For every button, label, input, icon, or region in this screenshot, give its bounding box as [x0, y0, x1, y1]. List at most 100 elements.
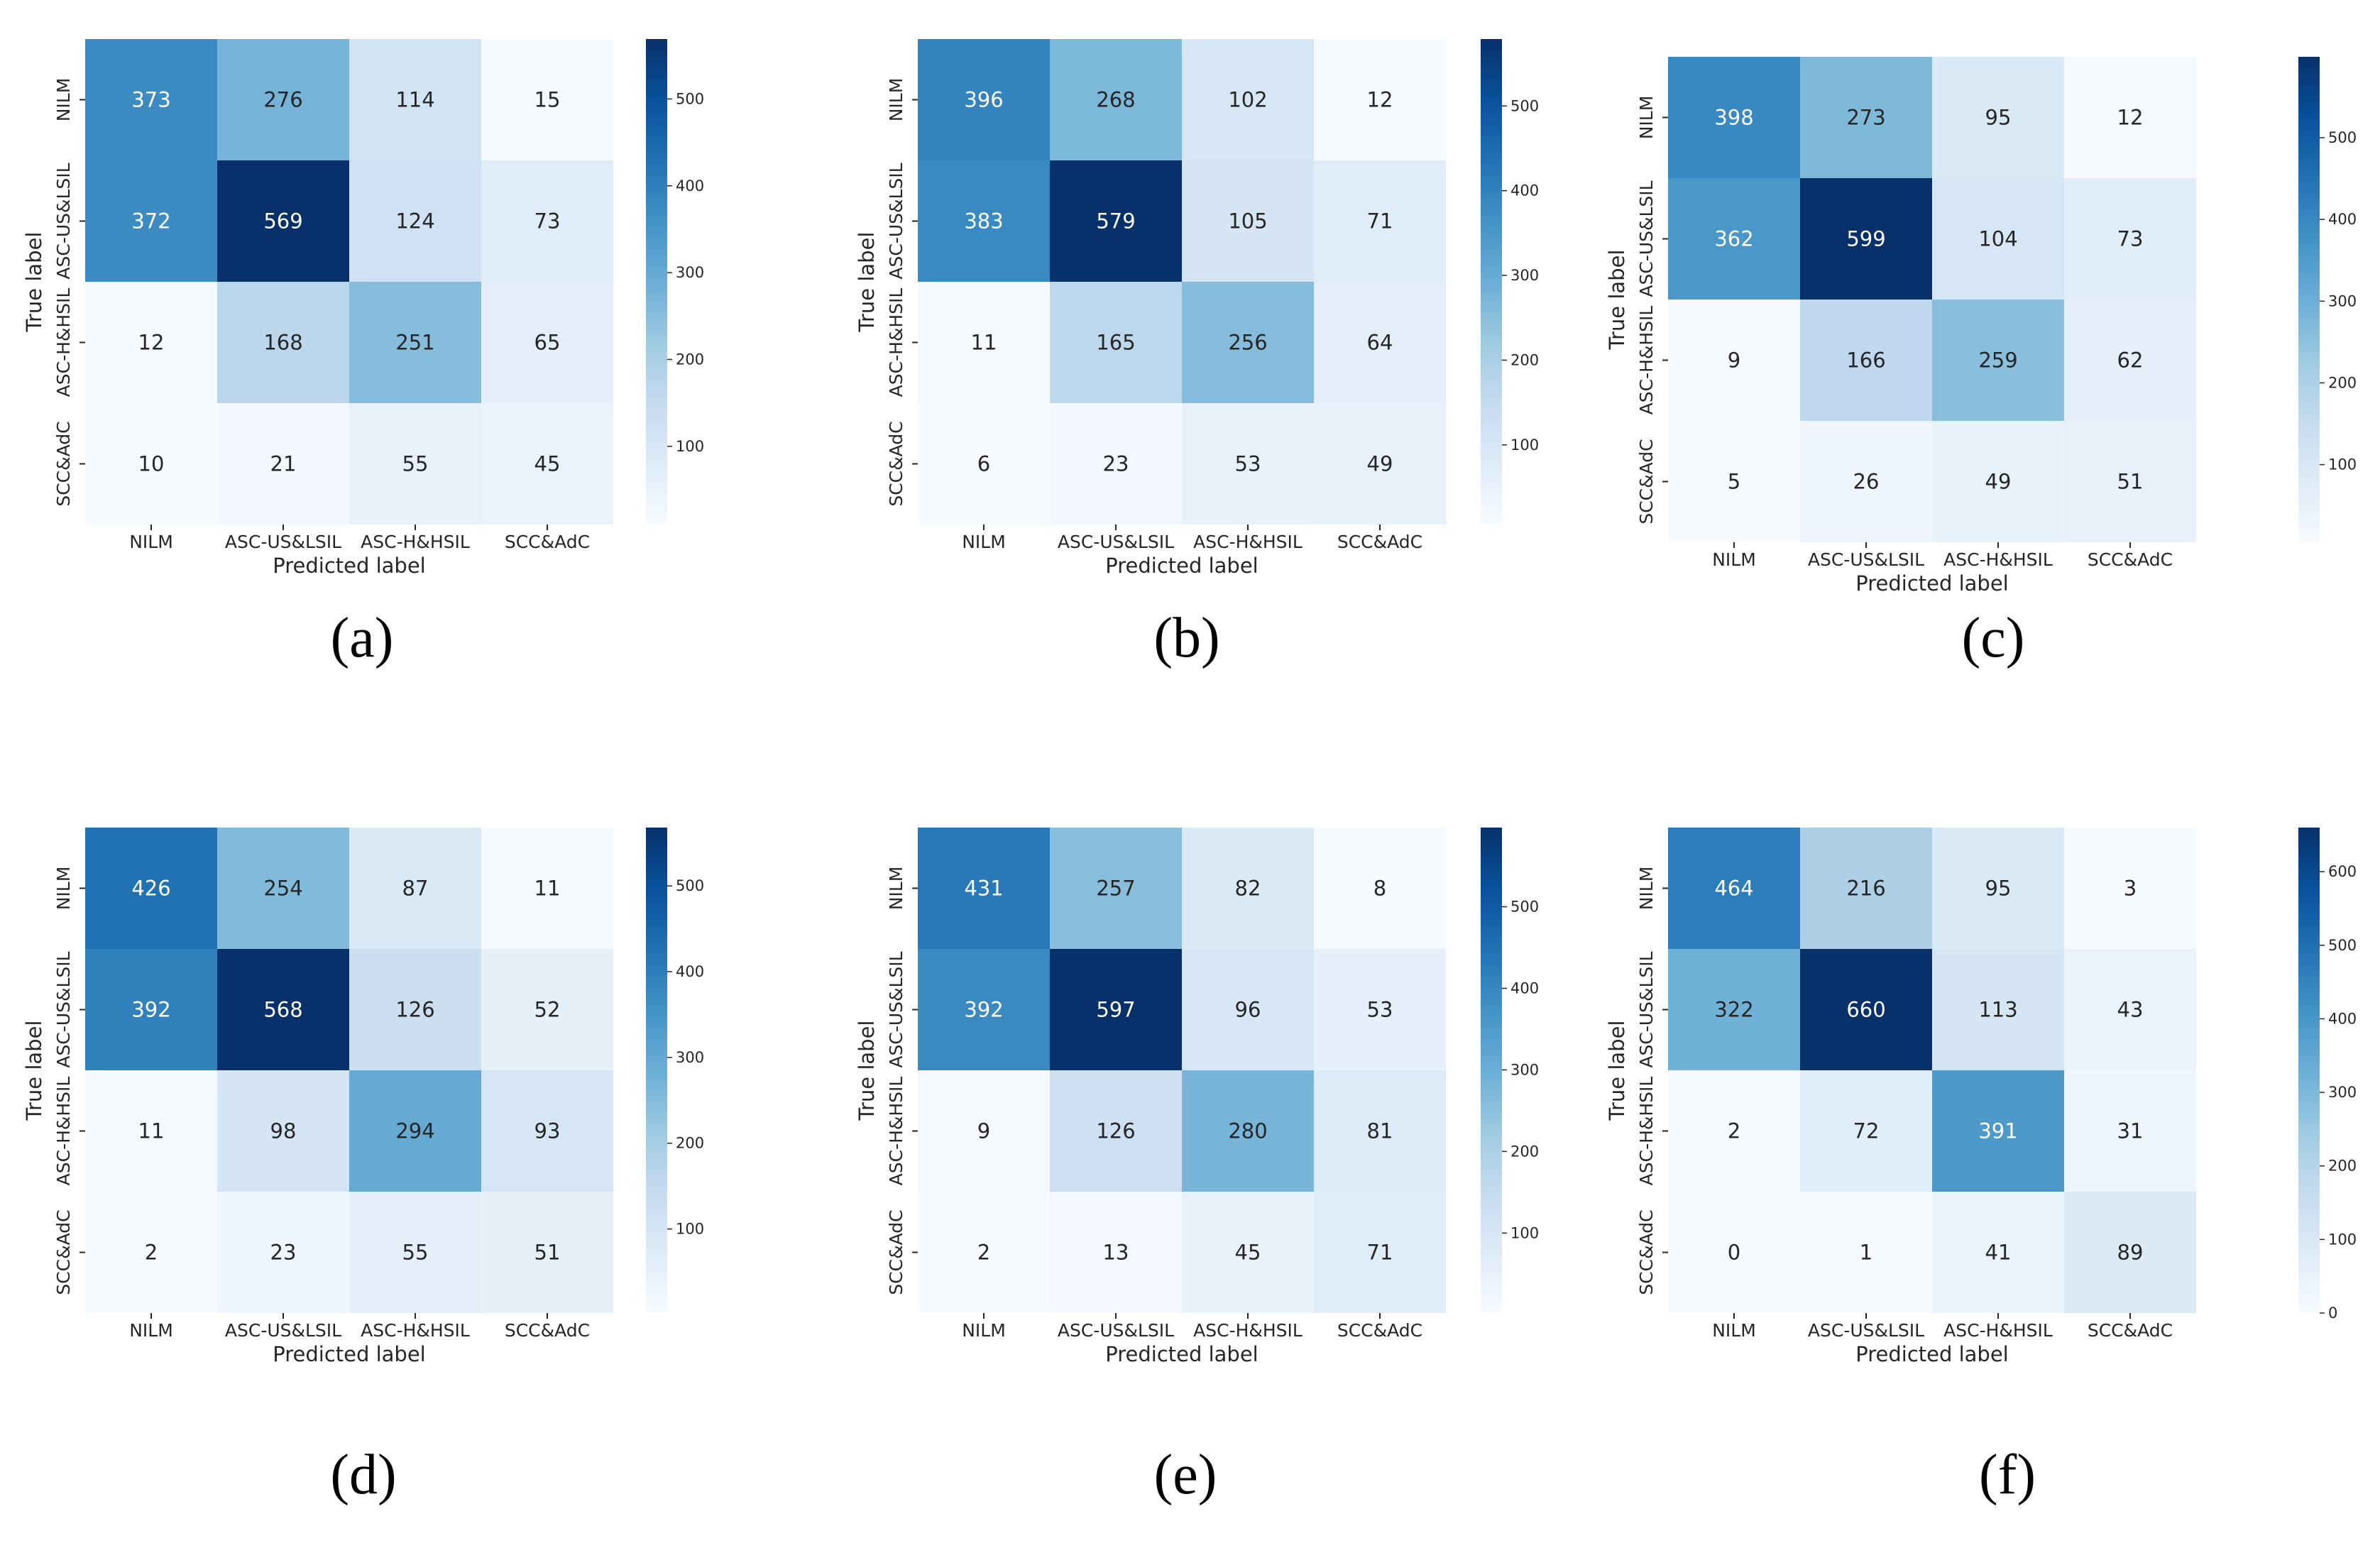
- y-tick-label: ASC-US&LSIL: [53, 163, 74, 279]
- cell-value-label: 71: [1367, 209, 1393, 234]
- confusion-matrix-panel: 426 254 87 11 392 568 126 52 11 98 294 93 2 23 55 51 NIL…: [22, 828, 704, 1506]
- colorbar-tick-label: 200: [2328, 374, 2357, 391]
- cell-value-label: 11: [971, 331, 997, 355]
- cell-value-label: 9: [977, 1119, 990, 1143]
- cell-value-label: 426: [131, 877, 170, 901]
- cell-value-label: 464: [1714, 877, 1753, 901]
- cell-value-label: 82: [1235, 877, 1261, 901]
- heatmap-cell: [481, 1192, 613, 1313]
- heatmap-cell: [85, 828, 217, 949]
- cell-value-label: 5: [1728, 470, 1740, 494]
- heatmap-cell: [918, 1192, 1050, 1313]
- y-axis-label: True label: [22, 232, 46, 333]
- heatmap-cell: [2064, 300, 2196, 421]
- heatmap-cell: [2064, 57, 2196, 178]
- cell-value-label: 9: [1728, 348, 1740, 373]
- colorbar-tick-label: 200: [1510, 351, 1539, 368]
- heatmap-cell: [349, 160, 481, 282]
- cell-value-label: 43: [2117, 998, 2144, 1022]
- cell-value-label: 11: [138, 1119, 165, 1143]
- y-tick-label: NILM: [1636, 867, 1657, 911]
- heatmap-cell: [1800, 421, 1932, 542]
- colorbar: [646, 39, 667, 525]
- heatmap-cell: [217, 949, 349, 1070]
- y-tick-label: SCC&AdC: [886, 421, 906, 506]
- x-axis-label: Predicted label: [273, 1342, 426, 1366]
- cell-value-label: 98: [270, 1119, 297, 1143]
- heatmap-cell: [85, 39, 217, 160]
- cell-value-label: 52: [534, 998, 561, 1022]
- y-tick-label: ASC-H&HSIL: [886, 288, 906, 397]
- x-axis-label: Predicted label: [1855, 1342, 2009, 1366]
- y-tick-label: ASC-H&HSIL: [53, 288, 74, 397]
- heatmap-cell: [1314, 949, 1446, 1070]
- cell-value-label: 280: [1228, 1119, 1267, 1143]
- cell-value-label: 72: [1853, 1119, 1880, 1143]
- cell-value-label: 273: [1846, 106, 1885, 130]
- colorbar-tick-label: 400: [676, 963, 704, 980]
- heatmap-cell: [1182, 1192, 1314, 1313]
- cell-value-label: 126: [1096, 1119, 1135, 1143]
- heatmap-cell: [1932, 1070, 2064, 1192]
- cell-value-label: 73: [534, 209, 561, 234]
- y-tick-label: ASC-US&LSIL: [1636, 180, 1657, 297]
- heatmap-cell: [217, 160, 349, 282]
- cell-value-label: 21: [270, 452, 297, 476]
- heatmap-cell: [85, 160, 217, 282]
- colorbar-tick-label: 300: [2328, 1084, 2357, 1101]
- heatmap-cell: [481, 403, 613, 525]
- cell-value-label: 95: [1985, 106, 2012, 130]
- x-tick-label: ASC-H&HSIL: [361, 532, 470, 552]
- cell-value-label: 660: [1846, 998, 1885, 1022]
- heatmap-cell: [1050, 828, 1182, 949]
- heatmap-cell: [1800, 828, 1932, 949]
- cell-value-label: 0: [1728, 1241, 1740, 1265]
- heatmap-cell: [1314, 282, 1446, 403]
- heatmap-cell: [1932, 949, 2064, 1070]
- y-tick-label: ASC-H&HSIL: [53, 1077, 74, 1186]
- cell-value-label: 93: [534, 1119, 561, 1143]
- heatmap-cell: [1314, 403, 1446, 525]
- x-tick-label: ASC-H&HSIL: [1943, 1320, 2053, 1341]
- cell-value-label: 216: [1846, 877, 1885, 901]
- cell-value-label: 168: [263, 331, 302, 355]
- heatmap-cell: [85, 1070, 217, 1192]
- x-tick-label: ASC-H&HSIL: [1193, 1320, 1303, 1341]
- heatmap-cell: [1182, 949, 1314, 1070]
- heatmap-cell: [217, 282, 349, 403]
- x-tick-label: ASC-US&LSIL: [1058, 1320, 1174, 1341]
- colorbar-tick-label: 100: [2328, 456, 2357, 473]
- heatmap-cell: [1668, 1070, 1800, 1192]
- heatmap-cell: [1800, 178, 1932, 300]
- cell-value-label: 3: [2124, 877, 2137, 901]
- x-axis-label: Predicted label: [273, 554, 426, 578]
- heatmap-cell: [217, 1070, 349, 1192]
- heatmap-cell: [85, 949, 217, 1070]
- cell-value-label: 2: [977, 1241, 990, 1265]
- cell-value-label: 276: [263, 88, 302, 112]
- cell-value-label: 62: [2117, 348, 2144, 373]
- cell-value-label: 396: [964, 88, 1003, 112]
- cell-value-label: 26: [1853, 470, 1880, 494]
- cell-value-label: 95: [1985, 877, 2012, 901]
- y-tick-label: SCC&AdC: [53, 421, 74, 506]
- x-tick-label: ASC-US&LSIL: [225, 1320, 341, 1341]
- colorbar: [1481, 828, 1502, 1313]
- heatmap-cell: [481, 282, 613, 403]
- heatmap-cell: [1050, 1192, 1182, 1313]
- cell-value-label: 294: [395, 1119, 434, 1143]
- heatmap-cell: [1932, 1192, 2064, 1313]
- heatmap-cell: [2064, 828, 2196, 949]
- cell-value-label: 383: [964, 209, 1003, 234]
- colorbar: [1481, 39, 1502, 525]
- cell-value-label: 391: [1978, 1119, 2017, 1143]
- y-tick-label: SCC&AdC: [886, 1209, 906, 1295]
- colorbar-tick-label: 500: [1510, 97, 1539, 114]
- heatmap-cell: [1314, 828, 1446, 949]
- colorbar: [2298, 57, 2320, 542]
- heatmap-cell: [918, 160, 1050, 282]
- y-tick-label: ASC-US&LSIL: [1636, 951, 1657, 1067]
- cell-value-label: 41: [1985, 1241, 2012, 1265]
- cell-value-label: 53: [1235, 452, 1261, 476]
